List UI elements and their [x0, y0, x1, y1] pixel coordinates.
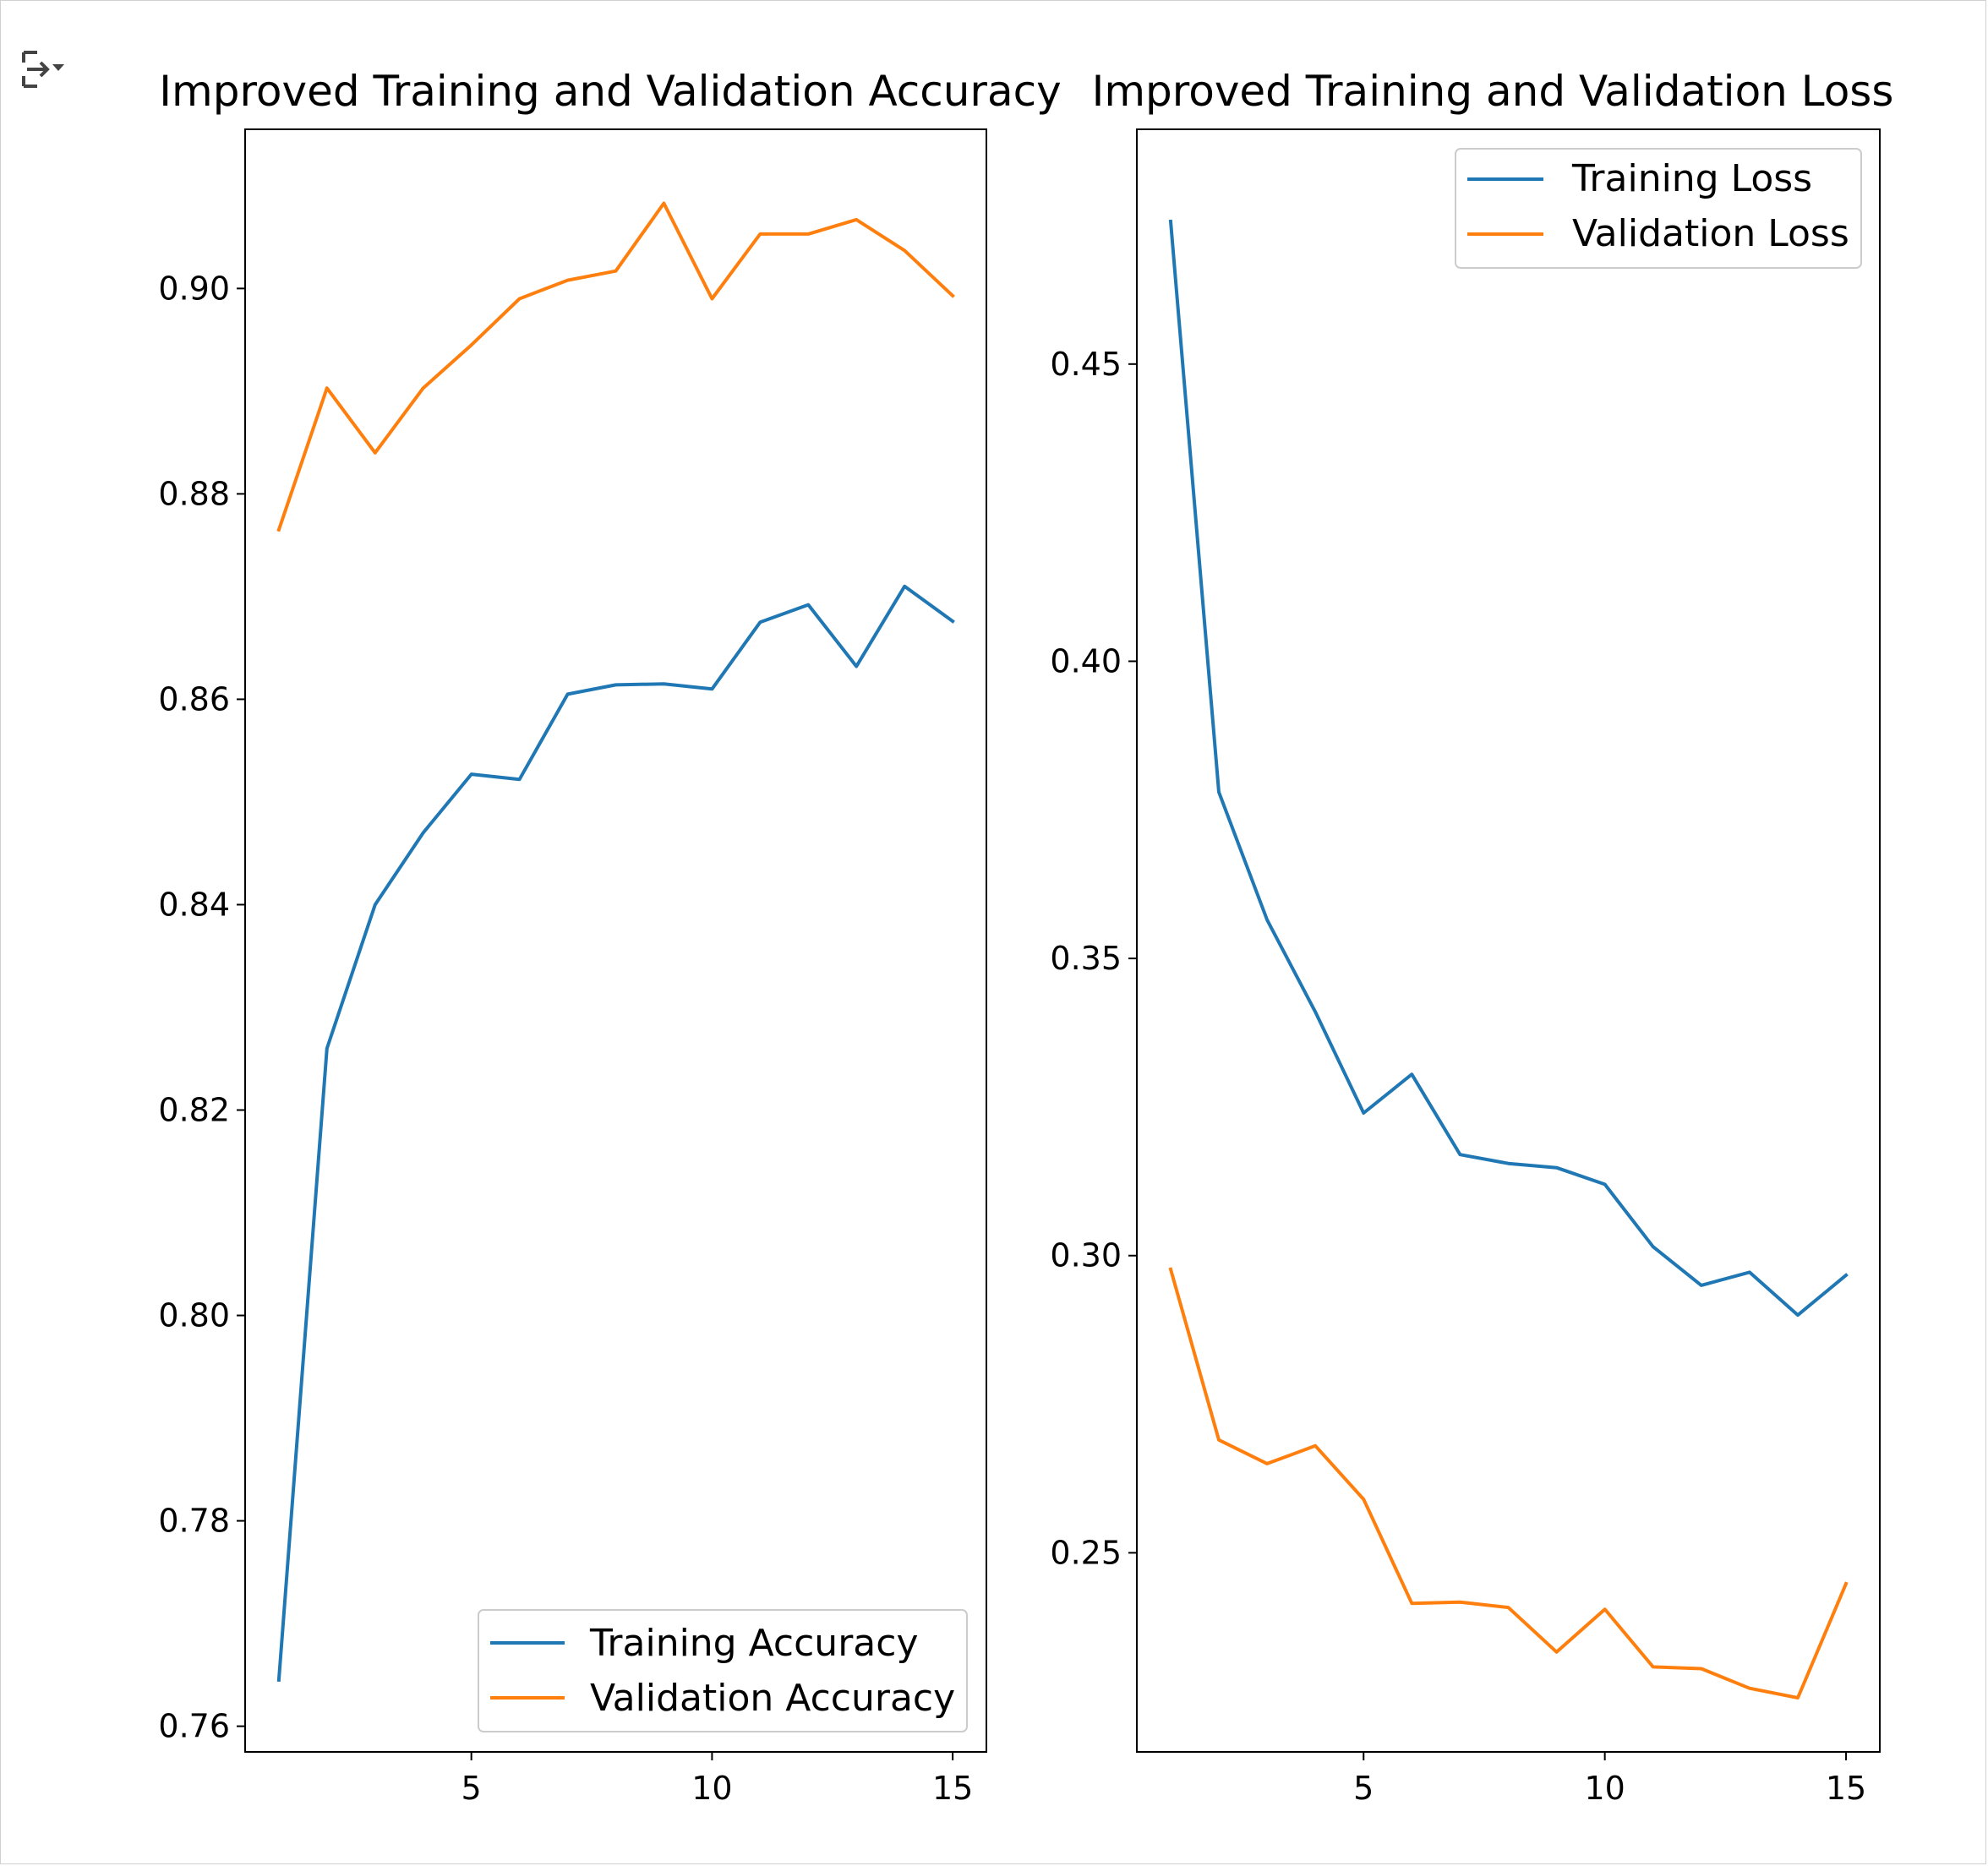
loss-ytick-label: 0.35: [1050, 940, 1122, 977]
accuracy-axes-frame: [244, 128, 987, 1753]
accuracy-ytick-label: 0.76: [158, 1708, 230, 1745]
accuracy-ytick-label: 0.86: [158, 680, 230, 717]
accuracy-ytick-label: 0.80: [158, 1297, 230, 1334]
accuracy-ytick-label: 0.90: [158, 270, 230, 307]
loss-chart-title: Improved Training and Validation Loss: [1092, 67, 1894, 116]
loss-ytick-label: 0.40: [1050, 642, 1122, 679]
output-collapse-icon[interactable]: [15, 44, 66, 95]
loss-legend-label-validation: Validation Loss: [1572, 212, 1849, 255]
accuracy-legend-label-validation: Validation Accuracy: [590, 1677, 955, 1720]
loss-xtick-label: 5: [1353, 1770, 1374, 1807]
loss-ytick-label: 0.25: [1050, 1534, 1122, 1571]
loss-legend: Training Loss Validation Loss: [1455, 148, 1862, 269]
loss-series-line-training: [1168, 219, 1849, 1318]
loss-legend-label-training: Training Loss: [1571, 157, 1812, 200]
accuracy-legend-label-training: Training Accuracy: [589, 1622, 918, 1665]
accuracy-xtick-label: 5: [462, 1770, 482, 1807]
accuracy-ytick-label: 0.88: [158, 475, 230, 512]
accuracy-ytick-label: 0.78: [158, 1503, 230, 1540]
accuracy-legend-box: [478, 1609, 968, 1732]
accuracy-legend: Training Accuracy Validation Accuracy: [478, 1609, 968, 1732]
accuracy-xtick-label: 10: [691, 1770, 732, 1807]
accuracy-series-line-training: [276, 584, 955, 1683]
accuracy-xtick-label: 15: [932, 1770, 973, 1807]
loss-chart: Improved Training and Validation Loss 0.…: [1050, 67, 1893, 1807]
loss-legend-box: [1455, 148, 1862, 269]
accuracy-chart: Improved Training and Validation Accurac…: [158, 67, 1061, 1807]
loss-xtick-label: 15: [1826, 1770, 1866, 1807]
accuracy-ytick-label: 0.84: [158, 886, 230, 923]
loss-ytick-label: 0.30: [1050, 1237, 1122, 1274]
accuracy-ytick-label: 0.82: [158, 1092, 230, 1129]
accuracy-plot-area: 0.76 0.78 0.80 0.82 0.84 0.86 0.88 0.90 5 10 15: [158, 128, 987, 1807]
accuracy-series-line-validation: [276, 201, 955, 532]
accuracy-chart-title: Improved Training and Validation Accurac…: [159, 67, 1061, 116]
loss-series-line-validation: [1168, 1267, 1849, 1700]
loss-plot-area: 0.25 0.30 0.35 0.40 0.45 5 10 15: [1050, 128, 1881, 1807]
loss-xtick-label: 10: [1584, 1770, 1625, 1807]
loss-ytick-label: 0.45: [1050, 346, 1122, 383]
loss-axes-frame: [1136, 128, 1881, 1753]
